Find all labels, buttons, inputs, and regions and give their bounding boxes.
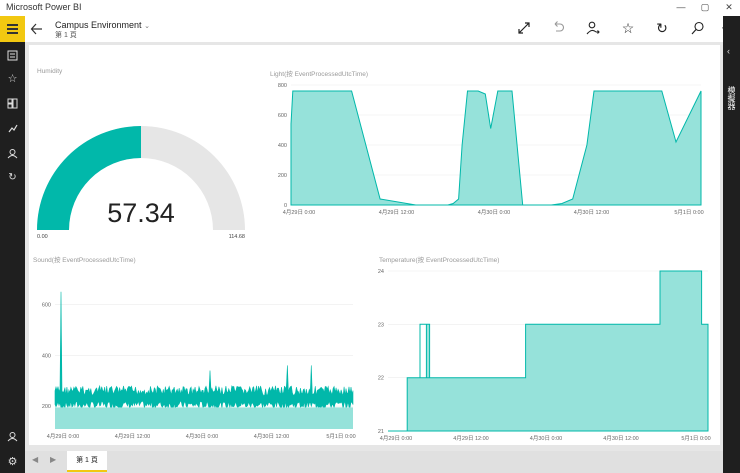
temperature-area — [388, 270, 709, 432]
reports-icon[interactable] — [0, 44, 25, 66]
refresh-nav-icon[interactable]: ↻ — [8, 171, 17, 183]
app-title: Microsoft Power BI — [6, 2, 82, 12]
dashboards-icon[interactable] — [0, 92, 25, 114]
profile-icon[interactable] — [0, 142, 25, 164]
report-title[interactable]: Campus Environment ⌄ — [55, 20, 150, 30]
sound-area-base — [55, 407, 353, 429]
maximize-icon[interactable]: ▢ — [700, 2, 710, 12]
temperature-chart-title: Temperature(按 EventProcessedUtcTime) — [379, 257, 500, 264]
temp-y-tick-3: 21 — [378, 429, 384, 435]
light-x-tick-0: 4月29日 0:00 — [283, 209, 315, 216]
report-title-text: Campus Environment — [55, 20, 142, 30]
back-arrow-icon[interactable] — [30, 21, 44, 37]
sound-y-tick-0: 600 — [42, 302, 51, 308]
page-subtitle: 第 1 頁 — [55, 32, 77, 39]
light-y-tick-0: 800 — [278, 83, 287, 89]
light-y-tick-3: 200 — [278, 173, 287, 179]
light-chart-title: Light(按 EventProcessedUtcTime) — [270, 71, 369, 78]
temp-x-tick-3: 4月30日 12:00 — [603, 435, 638, 442]
refresh-icon[interactable]: ↻ — [656, 20, 668, 36]
page-tab-1[interactable]: 第 1 頁 — [67, 451, 107, 472]
light-x-tick-3: 4月30日 12:00 — [574, 209, 609, 216]
page-tab-bar — [25, 451, 723, 473]
undo-icon[interactable] — [550, 20, 566, 36]
scroll-right-icon[interactable]: ▶ — [50, 455, 57, 464]
gauge-max-label: 114.68 — [229, 234, 245, 240]
report-canvas: Humidity 57.34 0.00 114.68 Light(按 Event… — [29, 45, 720, 445]
gauge-value-arc — [37, 126, 141, 230]
temp-y-tick-1: 23 — [378, 322, 384, 328]
temp-x-tick-4: 5月1日 0:00 — [681, 435, 710, 442]
collapse-chevron-icon[interactable]: ‹ — [727, 46, 730, 56]
window-titlebar: Microsoft Power BI — ▢ ✕ — [0, 0, 740, 16]
settings-icon[interactable]: ⚙ — [7, 455, 18, 468]
light-x-tick-2: 4月30日 0:00 — [478, 209, 510, 216]
chevron-down-icon[interactable]: ⌄ — [144, 23, 150, 30]
sound-x-tick-3: 4月30日 12:00 — [254, 433, 289, 440]
favorites-icon[interactable]: ☆ — [7, 72, 18, 85]
temp-x-tick-2: 4月30日 0:00 — [530, 435, 562, 442]
sound-chart[interactable]: 600 400 200 4月29日 0:00 4月29日 12:00 4月30日 0:00… — [29, 273, 359, 443]
light-y-tick-2: 400 — [278, 143, 287, 149]
scroll-left-icon[interactable]: ◀ — [32, 455, 39, 464]
temp-x-tick-1: 4月29日 12:00 — [453, 435, 488, 442]
share-icon[interactable] — [585, 20, 601, 36]
light-x-tick-1: 4月29日 12:00 — [379, 209, 414, 216]
sound-area — [54, 291, 354, 410]
report-header — [25, 16, 723, 42]
sound-chart-title: Sound(按 EventProcessedUtcTime) — [33, 257, 136, 264]
temp-y-tick-0: 24 — [378, 269, 384, 275]
right-panel[interactable]: ‹ 模擬器 — [723, 16, 740, 473]
light-y-tick-1: 600 — [278, 113, 287, 119]
close-icon[interactable]: ✕ — [725, 2, 733, 12]
light-y-tick-4: 0 — [284, 203, 287, 209]
insights-icon[interactable] — [0, 117, 25, 139]
sound-x-tick-1: 4月29日 12:00 — [115, 433, 150, 440]
search-icon[interactable] — [690, 20, 706, 36]
humidity-gauge[interactable]: 57.34 0.00 114.68 — [29, 80, 259, 255]
gauge-value-text: 57.34 — [107, 198, 175, 228]
gauge-min-label: 0.00 — [37, 234, 48, 240]
sound-x-tick-0: 4月29日 0:00 — [47, 433, 79, 440]
light-area — [290, 90, 702, 206]
sound-x-tick-2: 4月30日 0:00 — [186, 433, 218, 440]
sound-x-tick-4: 5月1日 0:00 — [326, 433, 355, 440]
sound-y-tick-1: 400 — [42, 353, 51, 359]
menu-icon[interactable] — [0, 16, 25, 42]
right-panel-label: 模擬器 — [727, 86, 736, 110]
fullscreen-icon[interactable] — [516, 20, 532, 36]
left-nav — [0, 16, 25, 473]
minimize-icon[interactable]: — — [676, 2, 686, 12]
light-x-tick-4: 5月1日 0:00 — [674, 209, 703, 216]
gauge-title: Humidity — [37, 68, 63, 75]
favorite-icon[interactable]: ☆ — [621, 20, 635, 36]
temp-y-tick-2: 22 — [378, 376, 384, 382]
temp-x-tick-0: 4月29日 0:00 — [380, 435, 412, 442]
account-icon[interactable] — [0, 425, 25, 447]
sound-y-tick-2: 200 — [42, 404, 51, 410]
